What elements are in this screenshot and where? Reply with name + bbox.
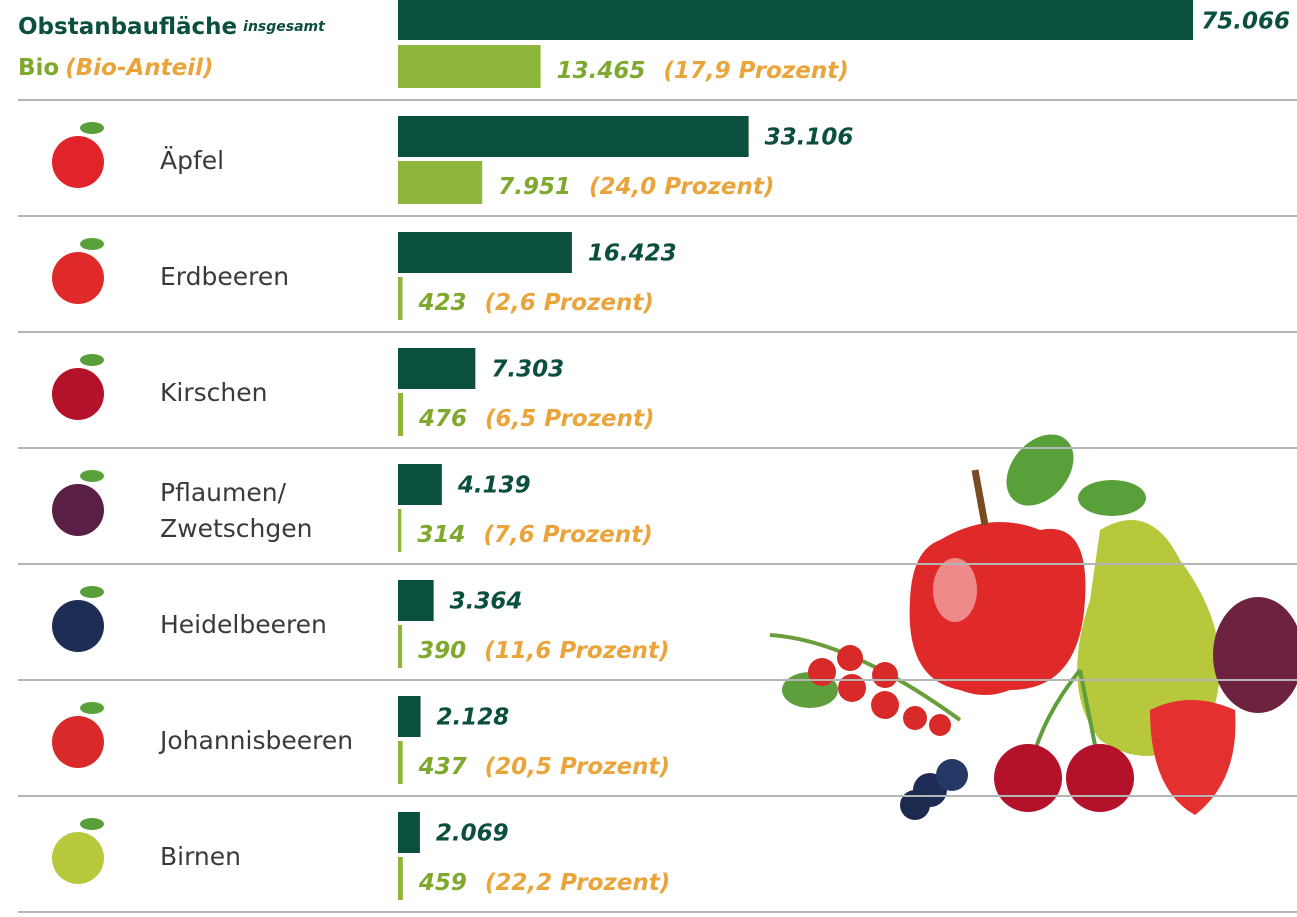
fruit-icon [52,252,104,304]
bar-total [398,0,1193,40]
bio-share: (17,9 Prozent) [663,58,848,84]
bar-total [398,812,420,853]
legend-note: insgesamt [243,19,326,35]
bar-total [398,464,442,505]
value-label-total: 7.303 [491,357,564,383]
value-label-bio: 314 (7,6 Prozent) [417,522,652,548]
category-line: Zwetschgen [160,514,312,543]
fruit-icon [52,484,104,536]
value-label-total: 4.139 [457,473,531,499]
bio-value: 476 [418,406,467,432]
value-label-bio: 7.951 (24,0 Prozent) [498,174,774,200]
bar-total [398,580,434,621]
fruit-icon-leaf [80,238,104,250]
legend-note: (Bio-Anteil) [65,55,213,81]
value-label-bio: 476 (6,5 Prozent) [418,406,654,432]
value-label-total: 33.106 [765,125,854,151]
fruit-icon [52,136,104,188]
category-label: Äpfel [160,146,224,175]
bar-bio [398,393,404,436]
fruit-icon [52,368,104,420]
legend-total: Obstanbaufläche insgesamt [18,14,326,40]
fruit-icon-leaf [80,818,104,830]
legend-bio: Bio (Bio-Anteil) [18,55,214,81]
category-label: Kirschen [160,378,267,407]
bio-value: 314 [417,522,465,548]
fruit-icon [52,832,104,884]
bar-bio [398,45,541,88]
bio-value: 437 [418,754,467,780]
bar-total [398,348,476,389]
fruit-cluster [769,434,1297,820]
bio-value: 7.951 [498,174,571,200]
legend-name: Obstanbaufläche [18,14,237,40]
value-label-bio: 390 (11,6 Prozent) [418,638,669,664]
category-label: Birnen [160,842,241,871]
value-label-total: 75.066 [1201,9,1290,35]
bio-value: 13.465 [557,58,646,84]
bio-share: (2,6 Prozent) [484,290,653,316]
fruit-icon-leaf [80,122,104,134]
fruit-icon-leaf [80,354,104,366]
value-label-total: 3.364 [450,589,523,615]
value-label-total: 2.069 [436,821,509,847]
bar-total [398,696,421,737]
fruit-icon [52,716,104,768]
fruit-icon [52,600,104,652]
bio-share: (24,0 Prozent) [589,174,774,200]
bio-value: 459 [418,870,467,896]
bar-bio [398,509,402,552]
category-line: Pflaumen/ [160,478,287,507]
bar-bio [398,857,403,900]
value-label-total: 16.423 [588,241,677,267]
bar-bio [398,277,403,320]
value-label-bio: 13.465 (17,9 Prozent) [557,58,849,84]
bar-total [398,116,749,157]
bar-bio [398,741,403,784]
value-label-bio: 459 (22,2 Prozent) [418,870,670,896]
value-label-bio: 423 (2,6 Prozent) [417,290,653,316]
fruit-icon-leaf [80,470,104,482]
category-label: Erdbeeren [160,262,289,291]
fruit-icon-leaf [80,702,104,714]
category-label: Heidelbeeren [160,610,327,639]
bio-share: (6,5 Prozent) [485,406,654,432]
value-label-total: 2.128 [437,705,510,731]
bio-share: (11,6 Prozent) [484,638,669,664]
category-label: Johannisbeeren [158,726,353,755]
bar-bio [398,625,403,668]
bio-value: 390 [418,638,466,664]
bar-bio [398,161,483,204]
bio-share: (7,6 Prozent) [483,522,652,548]
value-label-bio: 437 (20,5 Prozent) [418,754,670,780]
category-label: Pflaumen/Zwetschgen [160,478,312,543]
bio-value: 423 [417,290,466,316]
bio-share: (22,2 Prozent) [485,870,670,896]
legend-name: Bio [18,55,59,81]
bio-share: (20,5 Prozent) [485,754,670,780]
fruit-icon-leaf [80,586,104,598]
bar-total [398,232,572,273]
